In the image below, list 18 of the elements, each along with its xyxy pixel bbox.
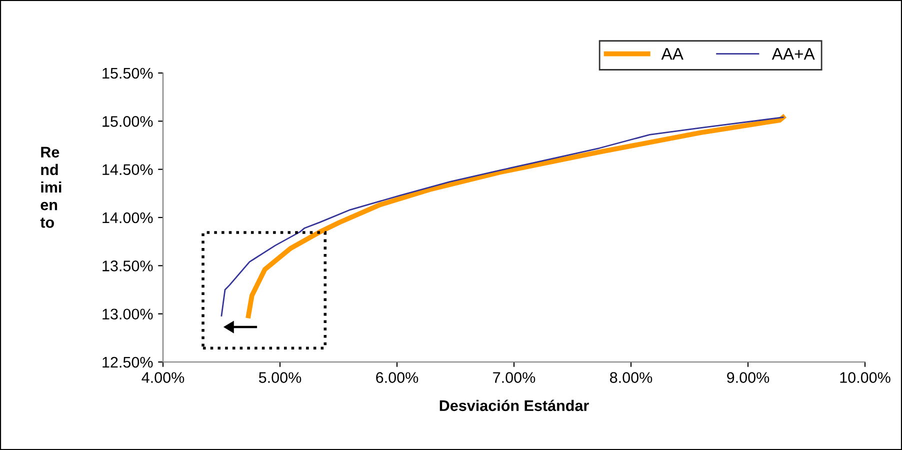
y-tick-label: 13.50% <box>102 260 153 272</box>
y-axis-title: Re nd imi en to <box>40 146 62 228</box>
y-tick-label: 14.00% <box>102 212 153 224</box>
x-tick-label: 5.00% <box>258 372 302 383</box>
legend-label: AA <box>661 48 684 60</box>
x-tick-label: 8.00% <box>610 372 652 383</box>
y-tick-label: 14.50% <box>102 164 153 176</box>
x-axis-title: Desviación Estándar <box>440 400 589 412</box>
y-tick-label: 15.00% <box>102 116 153 127</box>
x-tick-label: 9.00% <box>727 372 770 383</box>
y-tick-label: 13.00% <box>102 308 153 320</box>
legend-label: AA+A <box>772 48 815 60</box>
x-tick-label: 10.00% <box>840 372 890 383</box>
x-tick-label: 4.00% <box>142 372 184 383</box>
x-tick-label: 6.00% <box>376 372 418 383</box>
y-tick-label: 12.50% <box>102 356 153 368</box>
x-tick-label: 7.00% <box>493 372 536 383</box>
y-tick-label: 15.50% <box>102 68 153 79</box>
